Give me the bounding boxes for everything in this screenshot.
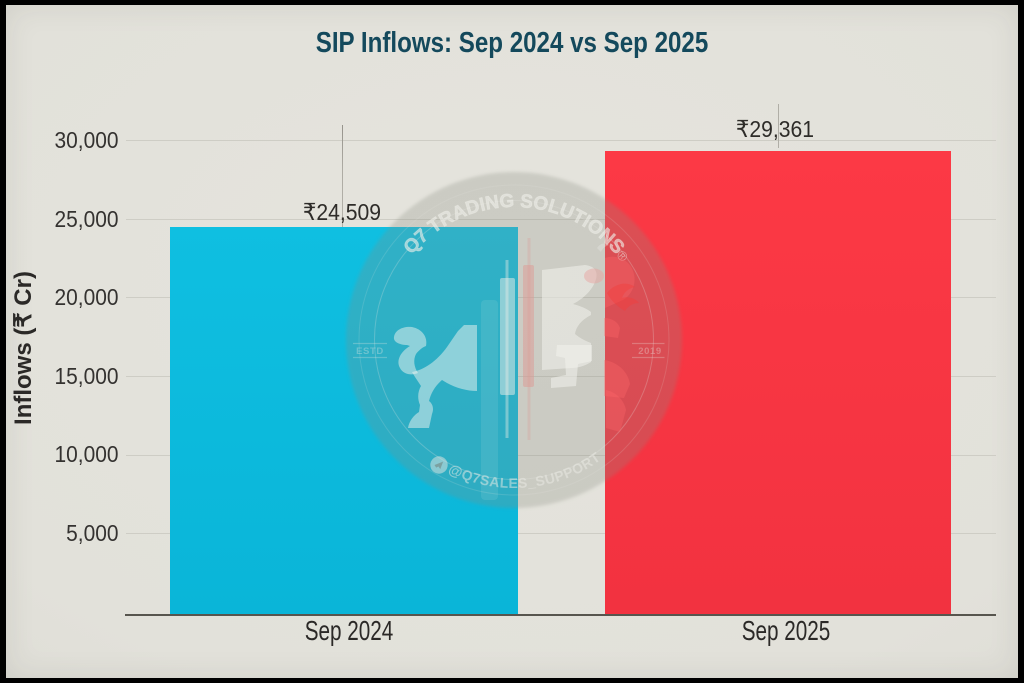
svg-text:ESTD: ESTD (356, 346, 384, 357)
svg-text:2019: 2019 (638, 346, 662, 357)
